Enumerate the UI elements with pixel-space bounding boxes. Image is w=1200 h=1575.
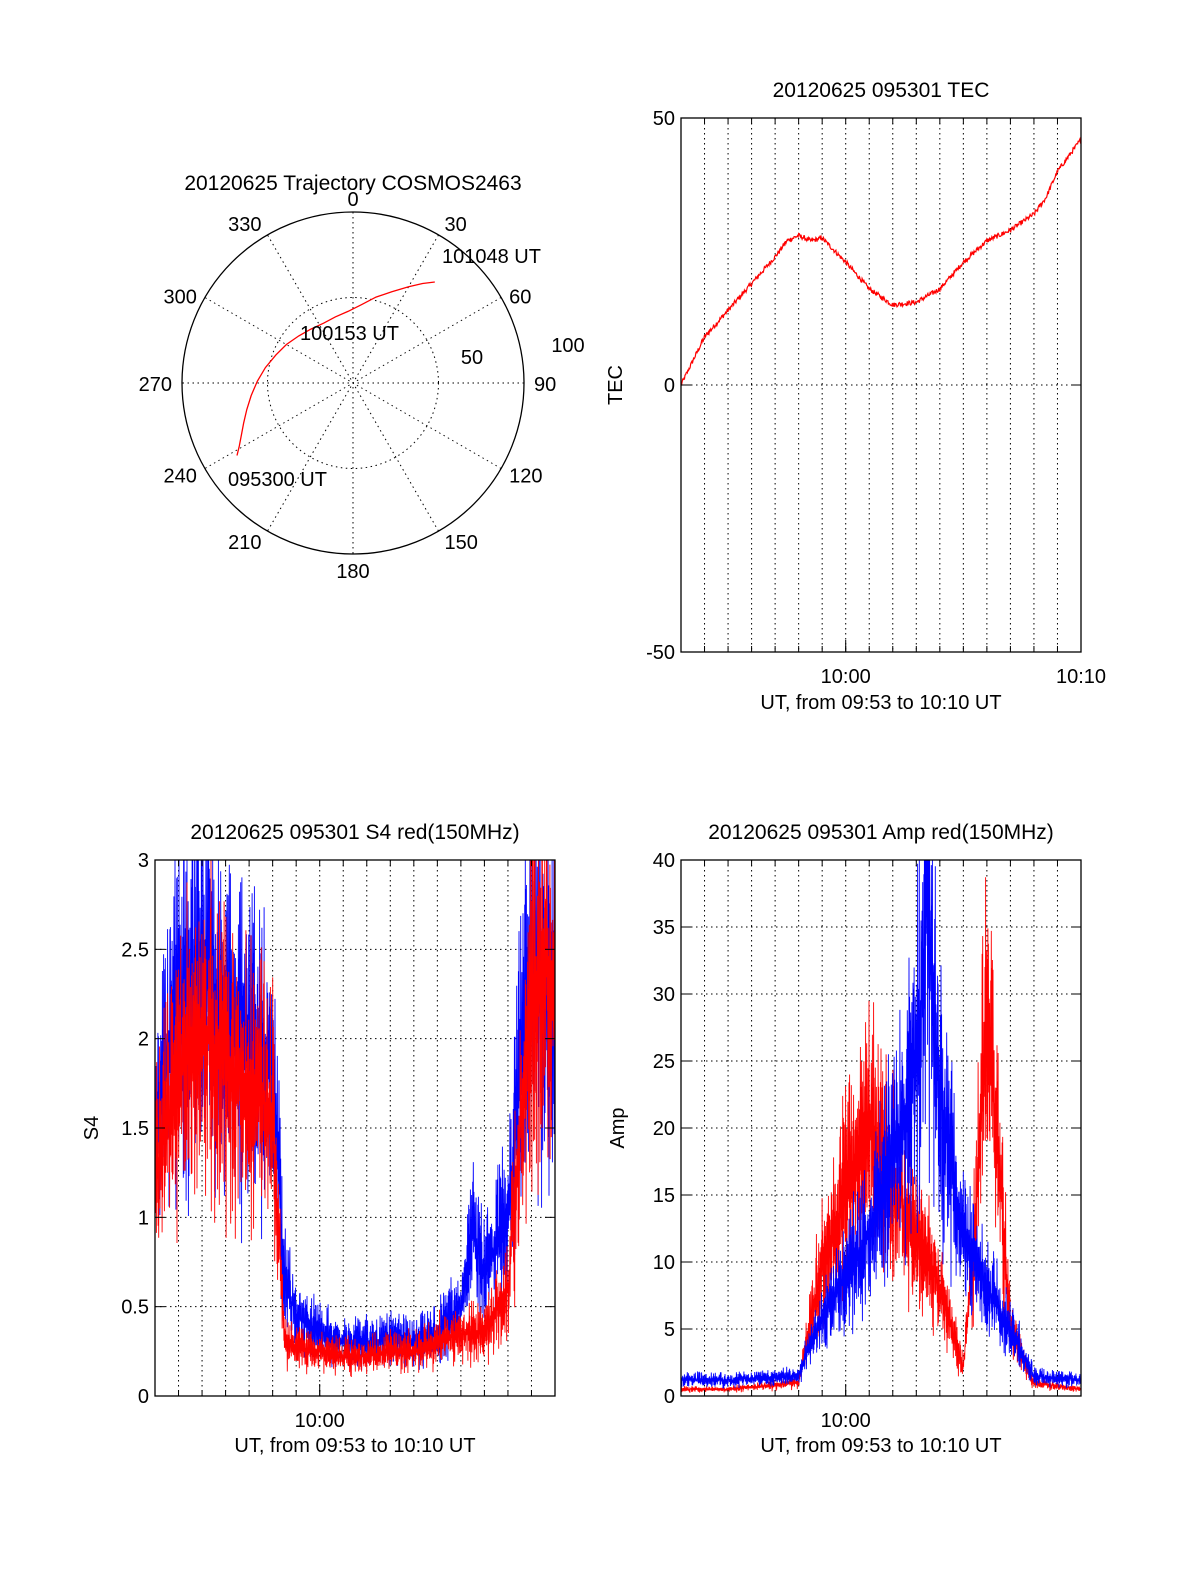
polar-azimuth-label-30: 30	[445, 214, 467, 236]
polar-grid	[182, 212, 524, 554]
tec-y-axis-label: TEC	[605, 365, 627, 405]
amp-ticks: 0 5 10 15 20 25 30 35 40 10:00	[653, 850, 1081, 1432]
tec-series-1	[680, 136, 1082, 386]
s4-grid	[154, 860, 555, 1396]
tec-x-axis-label: UT, from 09:53 to 10:10 UT	[760, 692, 1001, 714]
s4-y-tick-label: 2	[138, 1029, 149, 1051]
s4-y-tick-label: 0.5	[121, 1297, 149, 1319]
polar-azimuth-label-270: 270	[139, 374, 172, 396]
amp-series-2	[680, 859, 1082, 1389]
polar-azimuth-label-0: 0	[347, 189, 358, 211]
s4-y-tick-label: 2.5	[121, 939, 149, 961]
polar-radial-label-50: 50	[461, 347, 483, 369]
trajectory-series	[236, 281, 435, 456]
tec-title: 20120625 095301 TEC	[773, 79, 990, 102]
polar-azimuth-label-240: 240	[164, 466, 197, 488]
trajectory-line	[236, 281, 435, 456]
tec-ticks: -50 0 50 10:00 10:10	[646, 108, 1106, 688]
amp-series-1	[680, 877, 1082, 1393]
amp-y-tick-label: 15	[653, 1185, 675, 1207]
amp-x-axis-label: UT, from 09:53 to 10:10 UT	[760, 1435, 1001, 1457]
s4-series-2	[154, 859, 556, 1378]
annotation-end-time: 101048 UT	[442, 246, 541, 268]
s4-y-axis-label: S4	[81, 1116, 103, 1140]
trajectory-title: 20120625 Trajectory COSMOS2463	[184, 172, 521, 195]
polar-azimuth-label-120: 120	[509, 466, 542, 488]
s4-plot: 20120625 095301 S4 red(150MHz) 0 0.5 1 1.5 2…	[81, 821, 556, 1457]
amp-y-tick-label: 40	[653, 850, 675, 872]
amp-y-tick-label: 35	[653, 917, 675, 939]
polar-spoke-150	[267, 234, 439, 532]
amp-y-axis-label: Amp	[607, 1107, 629, 1148]
trajectory-polar-plot: 20120625 Trajectory COSMOS2463 0 30 60 90 12…	[139, 172, 585, 583]
s4-y-tick-label: 1	[138, 1207, 149, 1229]
s4-x-axis-label: UT, from 09:53 to 10:10 UT	[234, 1435, 475, 1457]
tec-y-tick-label: 50	[653, 108, 675, 130]
s4-y-tick-label: 0	[138, 1386, 149, 1408]
polar-azimuth-label-330: 330	[228, 214, 261, 236]
amp-plot: 20120625 095301 Amp red(150MHz) 0 5 10 15 20…	[607, 821, 1082, 1457]
tec-x-tick-label: 10:10	[1056, 666, 1106, 688]
polar-azimuth-label-300: 300	[164, 287, 197, 309]
amp-y-tick-label: 5	[664, 1319, 675, 1341]
s4-ticks: 0 0.5 1 1.5 2 2.5 3 10:00	[121, 850, 555, 1432]
annotation-start-time: 095300 UT	[228, 469, 327, 491]
amp-y-tick-label: 10	[653, 1252, 675, 1274]
tec-series	[680, 136, 1082, 386]
polar-azimuth-label-210: 210	[228, 532, 261, 554]
tec-y-tick-label: -50	[646, 642, 675, 664]
tec-x-tick-label: 10:00	[821, 666, 871, 688]
s4-series	[154, 859, 556, 1378]
s4-y-tick-label: 3	[138, 850, 149, 872]
polar-azimuth-label-180: 180	[336, 561, 369, 583]
amp-y-tick-label: 20	[653, 1118, 675, 1140]
tec-y-tick-label: 0	[664, 375, 675, 397]
polar-azimuth-label-60: 60	[509, 287, 531, 309]
amp-series	[680, 859, 1082, 1393]
polar-azimuth-label-150: 150	[445, 532, 478, 554]
tec-grid	[680, 118, 1081, 652]
s4-title: 20120625 095301 S4 red(150MHz)	[190, 821, 519, 844]
tec-plot: 20120625 095301 TEC -50 0 50 10:00 10:10 UT,…	[605, 79, 1106, 714]
amp-y-tick-label: 30	[653, 984, 675, 1006]
amp-x-tick-label: 10:00	[821, 1410, 871, 1432]
amp-y-tick-label: 25	[653, 1051, 675, 1073]
polar-azimuth-label-90: 90	[534, 374, 556, 396]
amp-title: 20120625 095301 Amp red(150MHz)	[708, 821, 1054, 844]
s4-x-tick-label: 10:00	[295, 1410, 345, 1432]
polar-radial-label-100: 100	[551, 335, 584, 357]
amp-y-tick-label: 0	[664, 1386, 675, 1408]
s4-y-tick-label: 1.5	[121, 1118, 149, 1140]
annotation-mid-time: 100153 UT	[300, 323, 399, 345]
polar-azimuth-labels: 0 30 60 90 120 150 180 210 240 270 300 330	[139, 189, 557, 583]
polar-outer-ring	[181, 211, 525, 555]
